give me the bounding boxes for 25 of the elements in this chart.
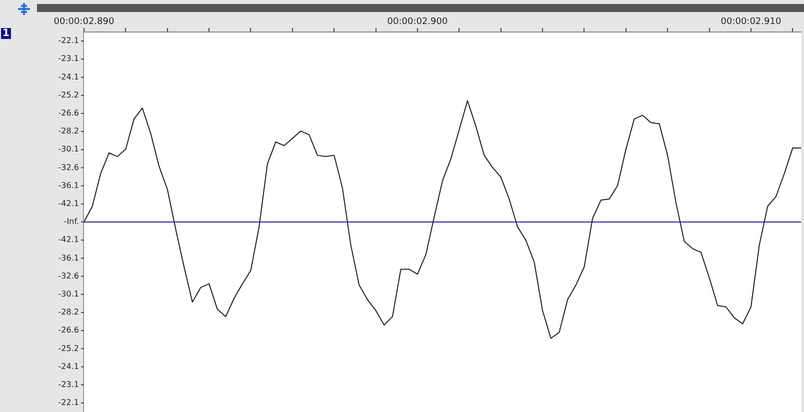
text: -28.2 (58, 126, 79, 136)
text: -25.2 (58, 90, 79, 100)
text: -28.2 (58, 308, 79, 317)
text: 1 (1, 28, 11, 39)
text: -30.1 (58, 144, 79, 154)
text: -32.6 (58, 271, 79, 280)
text: -26.6 (58, 108, 79, 118)
text: -24.1 (58, 362, 79, 371)
text: -23.1 (58, 380, 79, 389)
x-tick-label: 00:00:02.900 (387, 16, 448, 27)
text: -24.1 (58, 72, 79, 82)
text: -25.2 (58, 344, 79, 353)
text: -42.1 (58, 198, 79, 208)
x-tick-label: 00:00:02.890 (54, 16, 114, 27)
text: -36.1 (58, 253, 79, 262)
text: -26.6 (58, 326, 79, 335)
text: -42.1 (58, 235, 79, 244)
text: -30.1 (58, 289, 79, 298)
text: -Inf. (64, 217, 79, 226)
text: -22.1 (58, 398, 79, 408)
text: -36.1 (58, 180, 79, 190)
text: -22.1 (58, 36, 79, 46)
text: -32.6 (58, 162, 79, 172)
text: -23.1 (58, 54, 79, 64)
x-tick-label: 00:00:02.910 (720, 16, 782, 27)
